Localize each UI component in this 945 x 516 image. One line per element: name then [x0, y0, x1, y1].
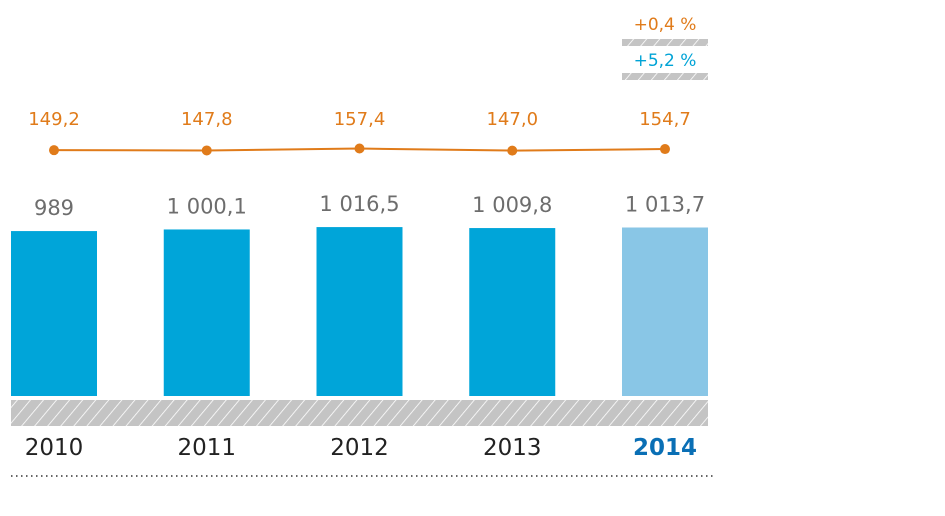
line-label-2013: 147,0 [486, 109, 538, 130]
line-label-2012: 157,4 [334, 109, 386, 130]
bar-2010 [11, 231, 97, 396]
annotation-hatch-1 [622, 39, 708, 46]
line-point-2011 [201, 145, 212, 156]
bar-2014 [622, 227, 708, 396]
bar-2011 [163, 229, 250, 396]
x-tick-2013: 2013 [483, 435, 542, 461]
annotation-bar-change: +5,2 % [634, 51, 697, 71]
x-tick-2010: 2010 [25, 435, 84, 461]
bar-label-2013: 1 009,8 [472, 193, 552, 217]
annotation-hatch-2 [622, 73, 708, 80]
line-point-2014 [660, 144, 670, 155]
line-label-2014: 154,7 [639, 109, 691, 130]
x-tick-2012: 2012 [330, 435, 389, 461]
line-point-2013 [507, 145, 518, 156]
bar-label-2012: 1 016,5 [319, 192, 399, 216]
bar-label-2011: 1 000,1 [167, 194, 247, 218]
line-label-2010: 149,2 [28, 109, 80, 130]
line-label-2011: 147,8 [181, 109, 233, 130]
bar-2013 [469, 228, 556, 396]
bar-label-2014: 1 013,7 [625, 192, 705, 216]
x-tick-2014: 2014 [633, 435, 697, 461]
annotation-line-change: +0,4 % [634, 15, 697, 35]
line-point-2010 [49, 145, 59, 156]
line-point-2012 [354, 143, 365, 154]
baseline-hatch-band [11, 400, 708, 426]
bar-label-2010: 989 [34, 196, 74, 220]
x-tick-2011: 2011 [177, 435, 236, 461]
bar-2012 [316, 227, 403, 396]
